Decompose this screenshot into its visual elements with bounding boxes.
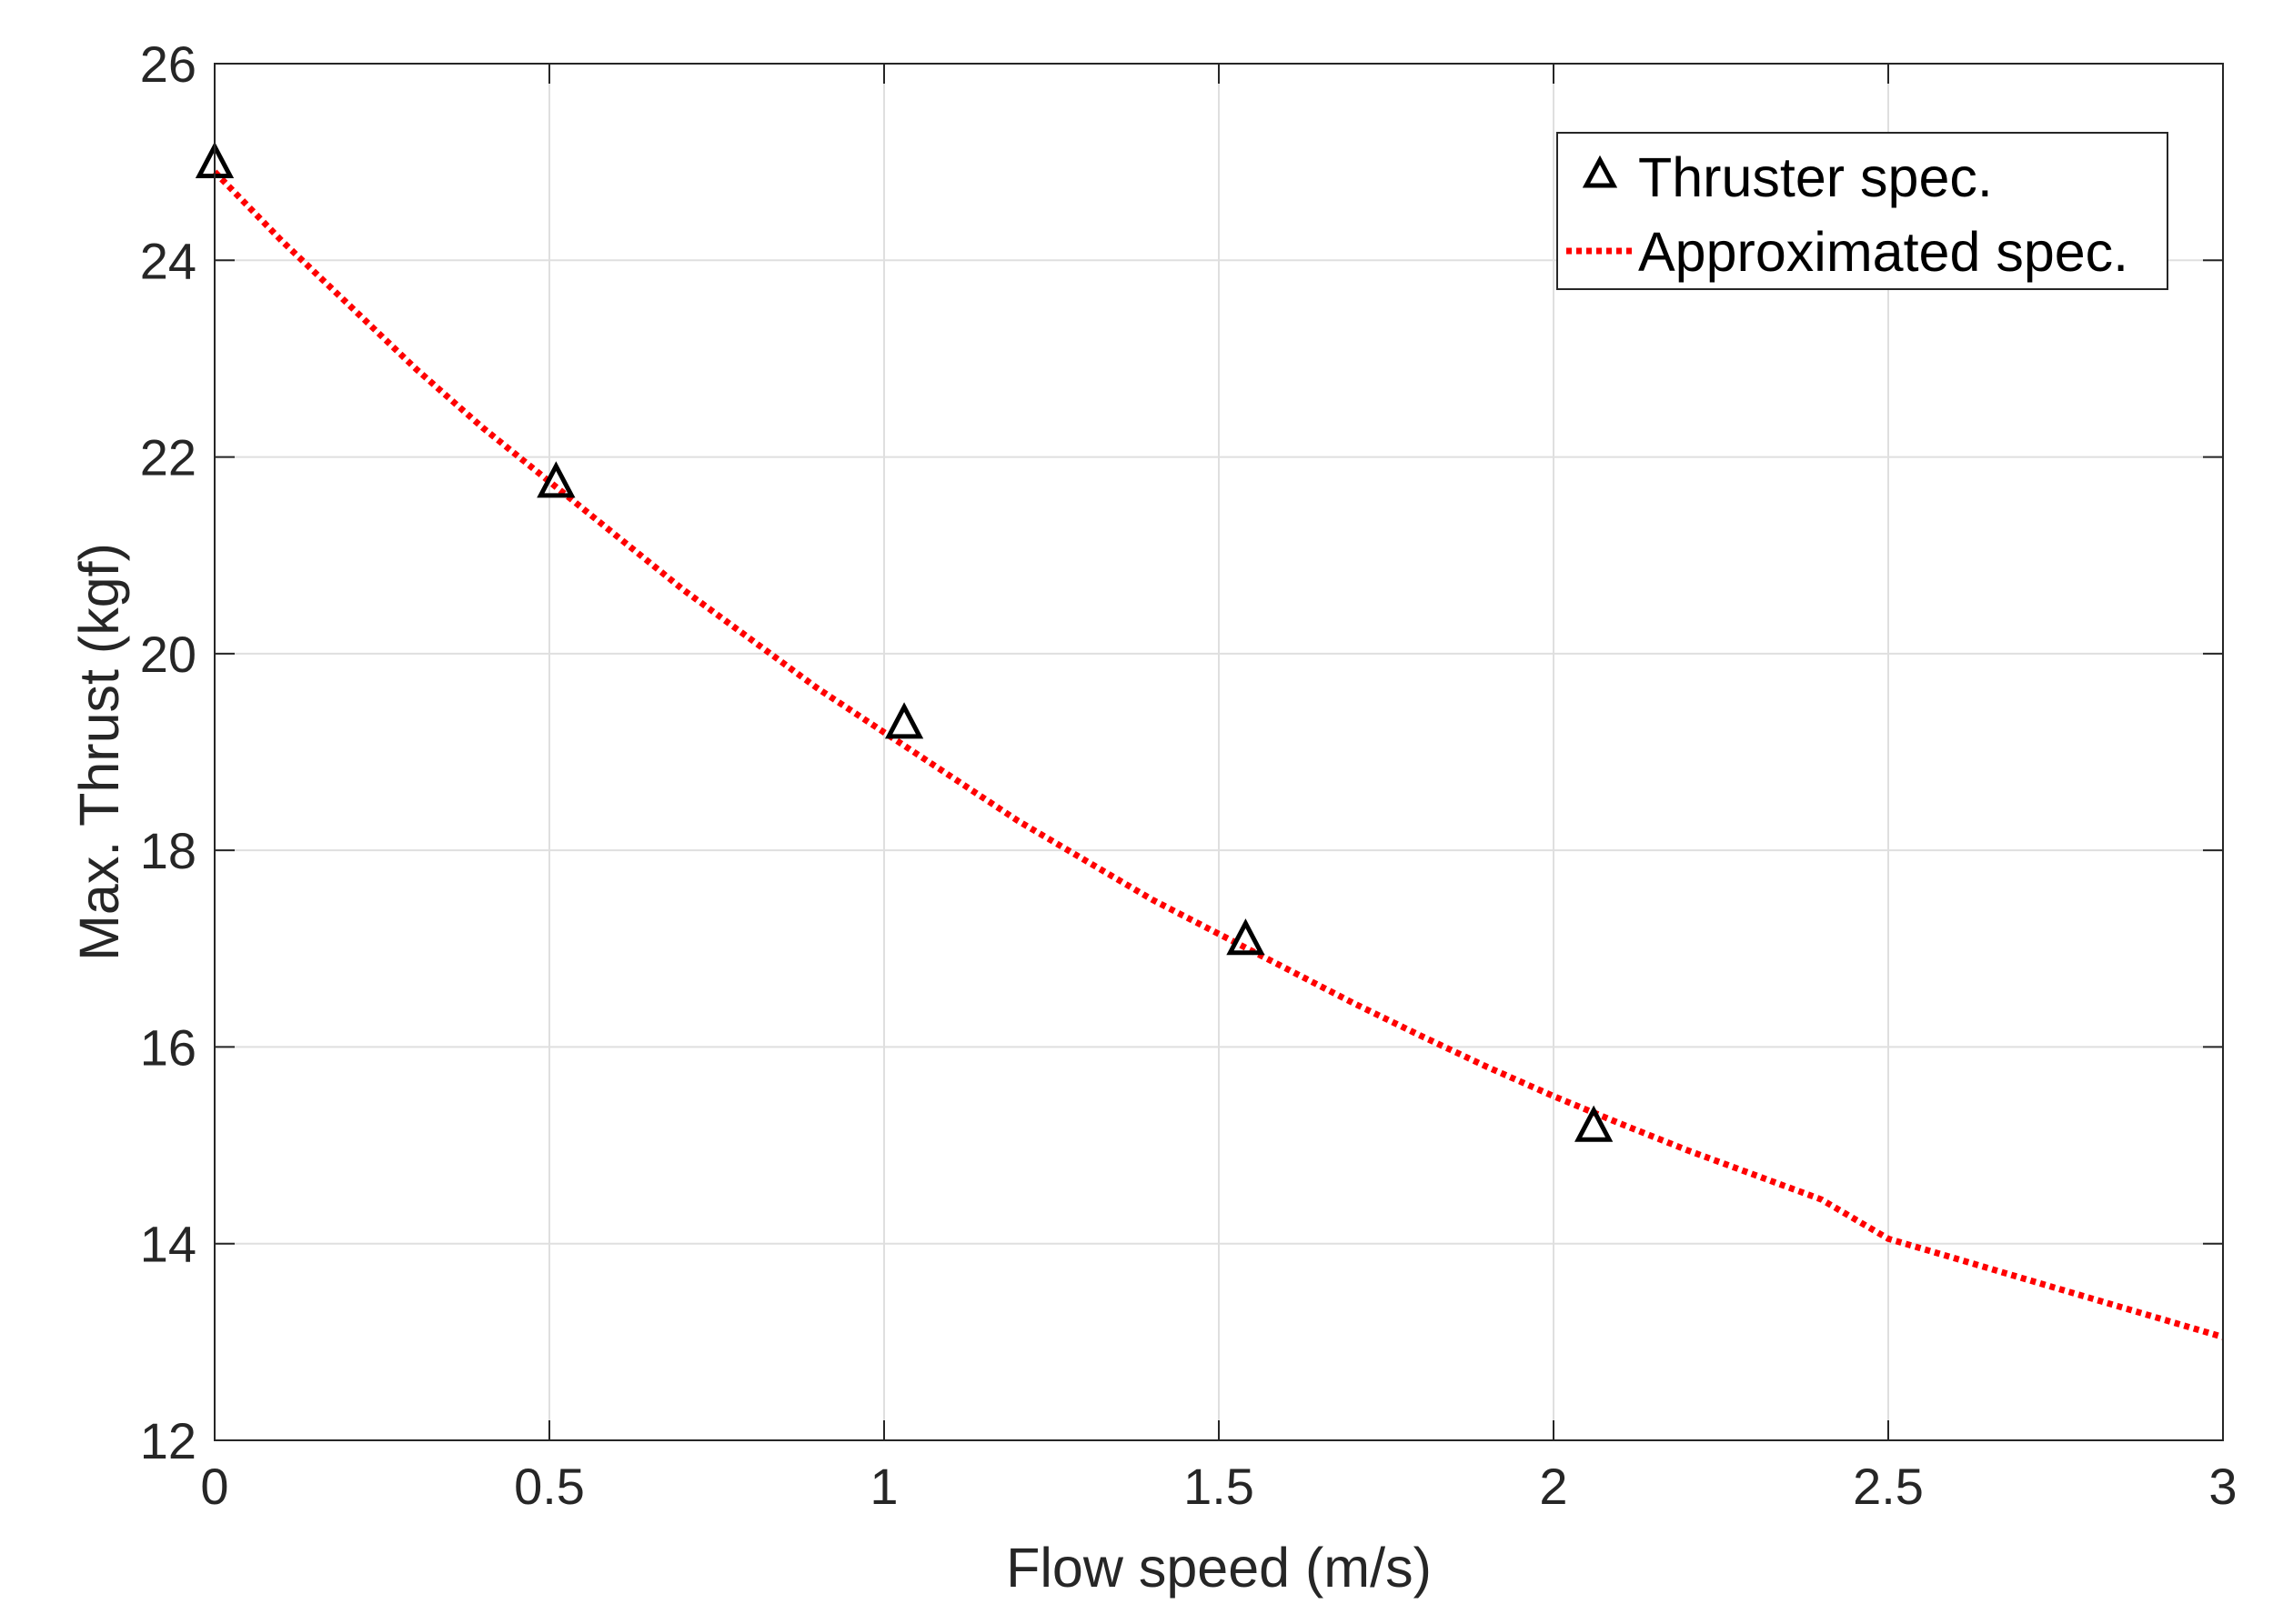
y-tick-label: 14: [140, 1216, 196, 1273]
legend-entry-thruster-spec: Thruster spec.: [1638, 146, 1993, 208]
thruster-spec-point: [537, 461, 576, 498]
thruster-spec-point: [884, 702, 924, 739]
legend-entry-approximated-spec: Approximated spec.: [1638, 221, 2128, 283]
x-tick-label: 0: [200, 1458, 228, 1515]
y-tick-label: 26: [140, 35, 196, 93]
y-tick-label: 12: [140, 1412, 196, 1469]
x-tick-label: 0.5: [514, 1458, 585, 1515]
x-tick-label: 3: [2208, 1458, 2237, 1515]
y-tick-label: 18: [140, 822, 196, 879]
x-tick-label: 2: [1539, 1458, 1567, 1515]
x-tick-label: 2.5: [1853, 1458, 1924, 1515]
y-tick-label: 22: [140, 429, 196, 486]
legend: Thruster spec. Approximated spec.: [1556, 132, 2168, 290]
legend-triangle-marker: [1582, 155, 1618, 188]
y-axis-label: Max. Thrust (kgf): [68, 543, 130, 961]
y-tick-label: 16: [140, 1018, 196, 1076]
approximated-spec-line: [212, 169, 2224, 1340]
x-axis-label: Flow speed (m/s): [1006, 1537, 1432, 1599]
x-tick-label: 1.5: [1183, 1458, 1254, 1515]
ticks: 0 0.5 1 1.5 2 2.5 3 12 14 16 18 20 22 24 26: [140, 35, 2238, 1515]
thruster-spec-point: [1574, 1105, 1614, 1142]
series-layer: [195, 141, 2224, 1340]
thruster-spec-point: [1226, 918, 1265, 956]
y-tick-label: 24: [140, 232, 196, 289]
y-tick-label: 20: [140, 626, 196, 683]
legend-box: [1556, 132, 2168, 290]
x-tick-label: 1: [870, 1458, 898, 1515]
